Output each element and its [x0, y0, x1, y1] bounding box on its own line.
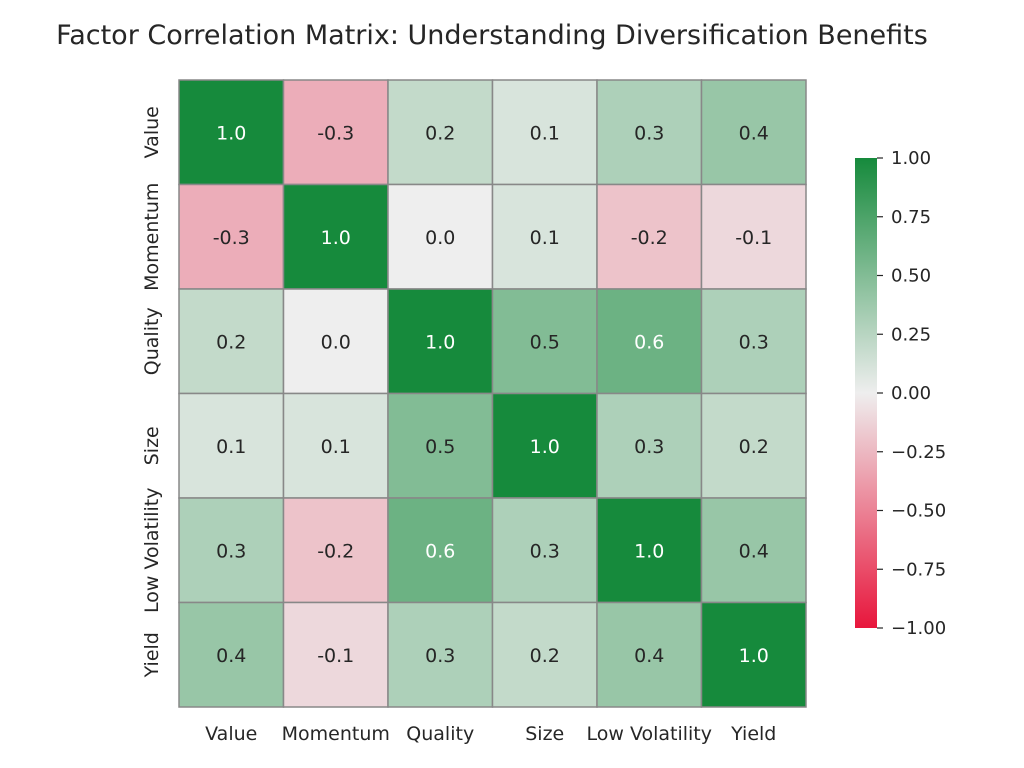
cell-value-label: 0.6 [634, 331, 664, 353]
heatmap-cell [491, 497, 598, 604]
heatmap-cell [491, 392, 598, 499]
chart-title: Factor Correlation Matrix: Understanding… [56, 20, 928, 51]
cell-value-label: 0.5 [425, 436, 455, 458]
heatmap-cell [700, 392, 807, 499]
y-tick-label: Momentum [141, 183, 163, 291]
cell-value-label: 0.1 [530, 227, 560, 249]
heatmap-cell [491, 288, 598, 395]
x-tick-label: Value [205, 723, 257, 745]
cell-value-label: 0.1 [321, 436, 351, 458]
colorbar-tick-label: 0.50 [891, 266, 931, 287]
colorbar-tick-label: 0.25 [891, 324, 931, 345]
cell-value-label: 0.2 [739, 436, 769, 458]
cell-value-label: -0.2 [317, 540, 354, 562]
cell-value-label: 0.4 [216, 645, 246, 667]
heatmap-cell [700, 79, 807, 186]
heatmap-cell [178, 392, 285, 499]
cell-value-label: -0.3 [213, 227, 250, 249]
x-tick-label: Size [525, 723, 564, 745]
colorbar-tick-label: 1.00 [891, 148, 931, 169]
cell-value-label: 0.2 [216, 331, 246, 353]
y-tick-label: Size [141, 426, 163, 465]
colorbar-tick-label: −0.75 [891, 559, 946, 580]
heatmap-cell [178, 79, 285, 186]
x-tick-label: Low Volatility [586, 723, 712, 745]
heatmap-cell [387, 79, 494, 186]
cell-value-label: 0.4 [739, 122, 769, 144]
heatmap-cell [387, 497, 494, 604]
heatmap-cell [596, 288, 703, 395]
x-axis-tick-labels: Value Momentum Quality Size Low Volatility Yi… [205, 723, 776, 745]
x-tick-label: Yield [730, 723, 776, 745]
cell-value-label: 0.0 [425, 227, 455, 249]
cell-value-label: 0.2 [530, 645, 560, 667]
heatmap-cell [491, 79, 598, 186]
y-tick-label: Quality [141, 307, 163, 375]
heatmap-cells: 1.0 -0.3 0.2 0.1 0.3 0.4 -0.3 1.0 0.0 0.1 -0.2 -0.1… [178, 79, 807, 708]
y-axis-tick-labels: Value Momentum Quality Size Low Volatility Yi… [141, 106, 163, 678]
heatmap-cell [491, 601, 598, 708]
heatmap-cell [700, 183, 807, 290]
heatmap-cell [387, 392, 494, 499]
colorbar-tick-label: 0.75 [891, 207, 931, 228]
colorbar-tick-label: −0.50 [891, 501, 946, 522]
cell-value-label: 0.3 [739, 331, 769, 353]
cell-value-label: 0.4 [634, 645, 664, 667]
heatmap-cell [491, 183, 598, 290]
colorbar-tick-label: 0.00 [891, 383, 931, 404]
cell-value-label: 1.0 [739, 645, 769, 667]
heatmap-cell [178, 601, 285, 708]
colorbar: 1.00 0.75 0.50 0.25 0.00 −0.25 −0.50 −0.75 −1.00 [855, 148, 946, 639]
heatmap-cell [178, 497, 285, 604]
cell-value-label: -0.1 [317, 645, 354, 667]
cell-value-label: 0.3 [634, 122, 664, 144]
cell-value-label: 0.3 [634, 436, 664, 458]
heatmap-cell [282, 79, 389, 186]
cell-value-label: 1.0 [530, 436, 560, 458]
cell-value-label: 0.3 [216, 540, 246, 562]
heatmap-cell [596, 497, 703, 604]
heatmap-cell [700, 601, 807, 708]
cell-value-label: 0.5 [530, 331, 560, 353]
x-tick-label: Momentum [282, 723, 390, 745]
cell-value-label: 0.1 [530, 122, 560, 144]
heatmap-cell [700, 288, 807, 395]
y-tick-label: Value [141, 106, 163, 158]
cell-value-label: 1.0 [321, 227, 351, 249]
cell-value-label: 1.0 [216, 122, 246, 144]
cell-value-label: 0.3 [425, 645, 455, 667]
cell-value-label: 0.4 [739, 540, 769, 562]
heatmap-cell [282, 183, 389, 290]
heatmap-cell [596, 601, 703, 708]
cell-value-label: -0.2 [631, 227, 668, 249]
colorbar-gradient [855, 158, 877, 628]
cell-value-label: 0.3 [530, 540, 560, 562]
colorbar-ticks: 1.00 0.75 0.50 0.25 0.00 −0.25 −0.50 −0.75 −1.00 [877, 148, 946, 639]
colorbar-tick-label: −1.00 [891, 618, 946, 639]
cell-value-label: 0.6 [425, 540, 455, 562]
cell-value-label: -0.3 [317, 122, 354, 144]
cell-value-label: 1.0 [425, 331, 455, 353]
colorbar-tick-label: −0.25 [891, 442, 946, 463]
cell-value-label: 1.0 [634, 540, 664, 562]
heatmap-cell [596, 392, 703, 499]
y-tick-label: Low Volatility [141, 487, 163, 613]
cell-value-label: 0.1 [216, 436, 246, 458]
cell-value-label: 0.2 [425, 122, 455, 144]
y-tick-label: Yield [141, 632, 163, 678]
cell-value-label: 0.0 [321, 331, 351, 353]
heatmap-cell [282, 392, 389, 499]
heatmap-cell [282, 288, 389, 395]
cell-value-label: -0.1 [735, 227, 772, 249]
x-tick-label: Quality [406, 723, 474, 745]
heatmap-cell [700, 497, 807, 604]
